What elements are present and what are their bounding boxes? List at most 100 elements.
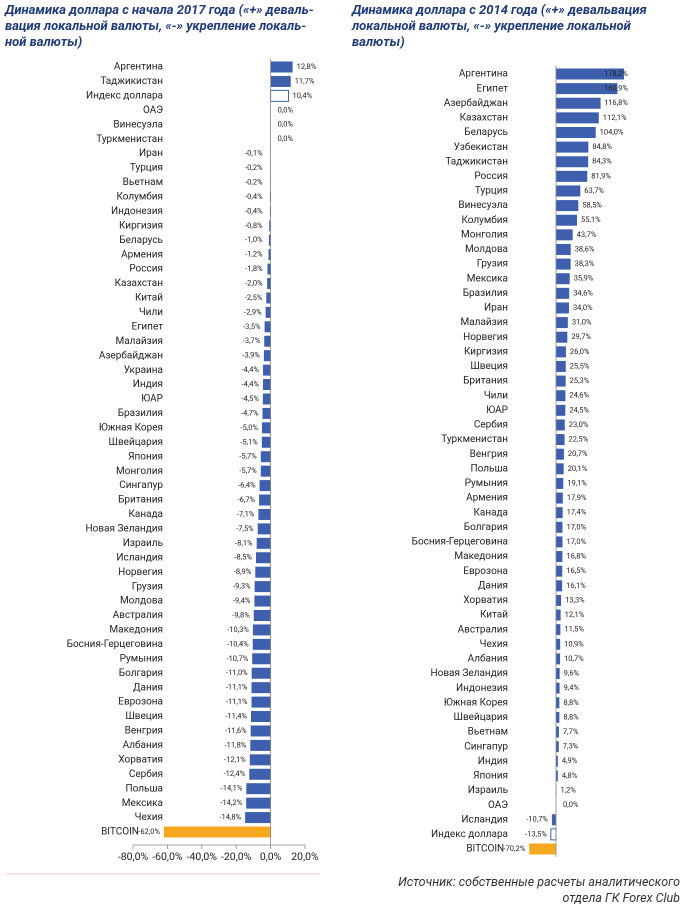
bar — [556, 390, 566, 402]
category-label: Исландия — [116, 552, 163, 563]
value-label: -11,4% — [225, 712, 247, 721]
category-label: Иран — [484, 303, 508, 314]
value-label: -9,8% — [232, 610, 250, 619]
category-label: Болгария — [119, 668, 163, 679]
category-label: Киргизия — [464, 346, 508, 357]
bar — [252, 638, 271, 650]
bar — [556, 170, 588, 182]
value-label: -0,1% — [245, 149, 263, 158]
value-label: -5,7% — [239, 466, 257, 475]
value-label: -14,2% — [220, 798, 242, 807]
value-label: 10,9% — [564, 639, 584, 648]
category-label: Дания — [133, 682, 163, 693]
category-label: Мексика — [122, 798, 163, 809]
bar — [556, 68, 624, 80]
bar — [264, 321, 271, 333]
bar — [262, 422, 271, 434]
category-label: Еврозона — [118, 697, 163, 708]
bar — [268, 249, 271, 261]
bar — [556, 448, 564, 460]
value-label: 31,0% — [572, 318, 592, 327]
category-label: Австралия — [458, 624, 508, 635]
category-label: Вьетнам — [123, 177, 163, 188]
bar — [262, 407, 271, 419]
bar — [556, 185, 581, 197]
value-label: 4,8% — [562, 771, 578, 780]
value-label: -6,4% — [238, 481, 256, 490]
bar — [265, 306, 271, 318]
category-label: Россия — [474, 171, 508, 182]
bar — [556, 507, 563, 519]
category-label: Сингапур — [464, 741, 508, 752]
value-label: 17,0% — [566, 522, 586, 531]
category-label: Япония — [128, 451, 163, 462]
bar — [556, 360, 566, 372]
category-label: BITCOIN — [466, 844, 504, 855]
category-label: Еврозона — [463, 566, 508, 577]
value-label: -13,5% — [525, 829, 547, 838]
category-label: Египет — [132, 321, 164, 332]
bar — [529, 843, 556, 855]
chart-title: валюты) — [352, 35, 405, 50]
x-tick-label: -20,0% — [221, 850, 252, 863]
value-label: -8,1% — [235, 538, 253, 547]
bar — [251, 696, 271, 708]
bar — [252, 624, 271, 636]
bar — [556, 156, 589, 168]
value-label: 84,8% — [592, 142, 612, 151]
category-label: ОАЭ — [488, 800, 508, 811]
bar — [556, 83, 618, 95]
bar — [254, 595, 271, 607]
bar — [245, 812, 271, 824]
bar — [163, 826, 271, 838]
category-label: Молдова — [120, 596, 163, 607]
bar — [249, 768, 271, 780]
category-label: Македония — [109, 625, 163, 636]
category-label: BITCOIN — [101, 827, 139, 838]
bar — [270, 89, 289, 102]
value-label: -3,9% — [242, 351, 260, 360]
category-label: Турция — [130, 163, 163, 174]
value-label: 26,0% — [570, 347, 590, 356]
value-label: 7,3% — [563, 742, 579, 751]
value-label: -11,8% — [225, 740, 247, 749]
bar — [550, 828, 557, 841]
category-label: Грузия — [132, 581, 163, 592]
category-label: Индекс доллара — [431, 829, 508, 840]
value-label: 112,1% — [603, 113, 627, 122]
value-label: 22,5% — [569, 435, 589, 444]
value-label: 25,3% — [570, 376, 590, 385]
x-tick-label: -60,0% — [152, 850, 183, 863]
value-label: 17,9% — [567, 493, 587, 502]
value-label: 1,2% — [560, 785, 576, 794]
category-label: Монголия — [461, 229, 508, 240]
category-label: Босния-Герцеговина — [67, 639, 163, 650]
category-label: Вьетнам — [468, 727, 508, 738]
category-label: Венгрия — [470, 449, 508, 460]
bar — [556, 434, 565, 446]
category-label: Египет — [477, 83, 509, 94]
value-label: -10,4% — [227, 639, 249, 648]
value-label: -11,1% — [226, 697, 248, 706]
category-label: Южная Корея — [444, 697, 508, 708]
bar — [256, 537, 271, 549]
category-label: Таджикистан — [100, 76, 163, 87]
category-label: Босния-Герцеговина — [412, 537, 508, 548]
category-label: Швейцария — [109, 437, 163, 448]
value-label: -12,1% — [224, 755, 246, 764]
category-label: Индонезия — [111, 206, 163, 217]
bar — [556, 580, 563, 592]
bar — [556, 214, 578, 226]
category-label: Польша — [471, 463, 509, 474]
category-label: ЮАР — [141, 394, 163, 405]
category-label: Туркменистан — [96, 134, 163, 145]
value-label: 20,1% — [568, 464, 588, 473]
value-label: 38,6% — [575, 244, 595, 253]
value-label: -5,7% — [239, 452, 257, 461]
value-label: 43,7% — [577, 230, 597, 239]
value-label: 9,6% — [564, 669, 580, 678]
bar — [556, 141, 589, 153]
bar — [556, 258, 571, 270]
value-label: -14,1% — [221, 784, 243, 793]
category-label: Мексика — [467, 273, 508, 284]
